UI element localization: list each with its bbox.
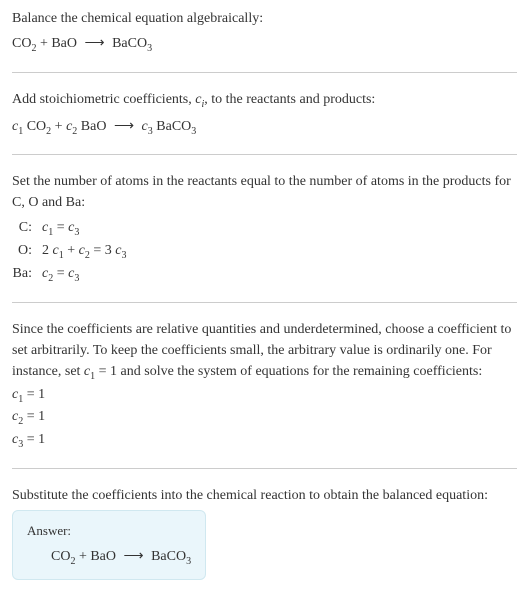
intro-section: Balance the chemical equation algebraica… [12,8,517,56]
step4-section: Substitute the coefficients into the che… [12,485,517,580]
system-row: O: 2 c1 + c2 = 3 c3 [12,240,517,263]
system-equation: c2 = c3 [42,263,79,286]
answer-label: Answer: [27,521,191,541]
intro-equation: CO2 + BaO ⟶ BaCO3 [12,33,517,56]
divider [12,154,517,155]
system-equation: c1 = c3 [42,217,79,240]
step3-section: Since the coefficients are relative quan… [12,319,517,452]
system-row: C: c1 = c3 [12,217,517,240]
answer-box: Answer: CO2 + BaO ⟶ BaCO3 [12,510,206,580]
step3-text: Since the coefficients are relative quan… [12,319,517,384]
system-label: Ba: [12,263,42,284]
step2-section: Set the number of atoms in the reactants… [12,171,517,285]
step1-text: Add stoichiometric coefficients, ci, to … [12,89,517,112]
step1-equation: c1 CO2 + c2 BaO ⟶ c3 BaCO3 [12,116,517,139]
solution-line: c3 = 1 [12,429,517,452]
solution-line: c1 = 1 [12,384,517,407]
answer-equation: CO2 + BaO ⟶ BaCO3 [27,546,191,569]
solution-line: c2 = 1 [12,406,517,429]
system-row: Ba: c2 = c3 [12,263,517,286]
divider [12,468,517,469]
system-table: C: c1 = c3 O: 2 c1 + c2 = 3 c3 Ba: c2 = … [12,217,517,285]
intro-text: Balance the chemical equation algebraica… [12,8,517,29]
divider [12,72,517,73]
step1-section: Add stoichiometric coefficients, ci, to … [12,89,517,139]
divider [12,302,517,303]
step2-text: Set the number of atoms in the reactants… [12,171,517,213]
system-label: C: [12,217,42,238]
system-label: O: [12,240,42,261]
step4-text: Substitute the coefficients into the che… [12,485,517,506]
system-equation: 2 c1 + c2 = 3 c3 [42,240,126,263]
